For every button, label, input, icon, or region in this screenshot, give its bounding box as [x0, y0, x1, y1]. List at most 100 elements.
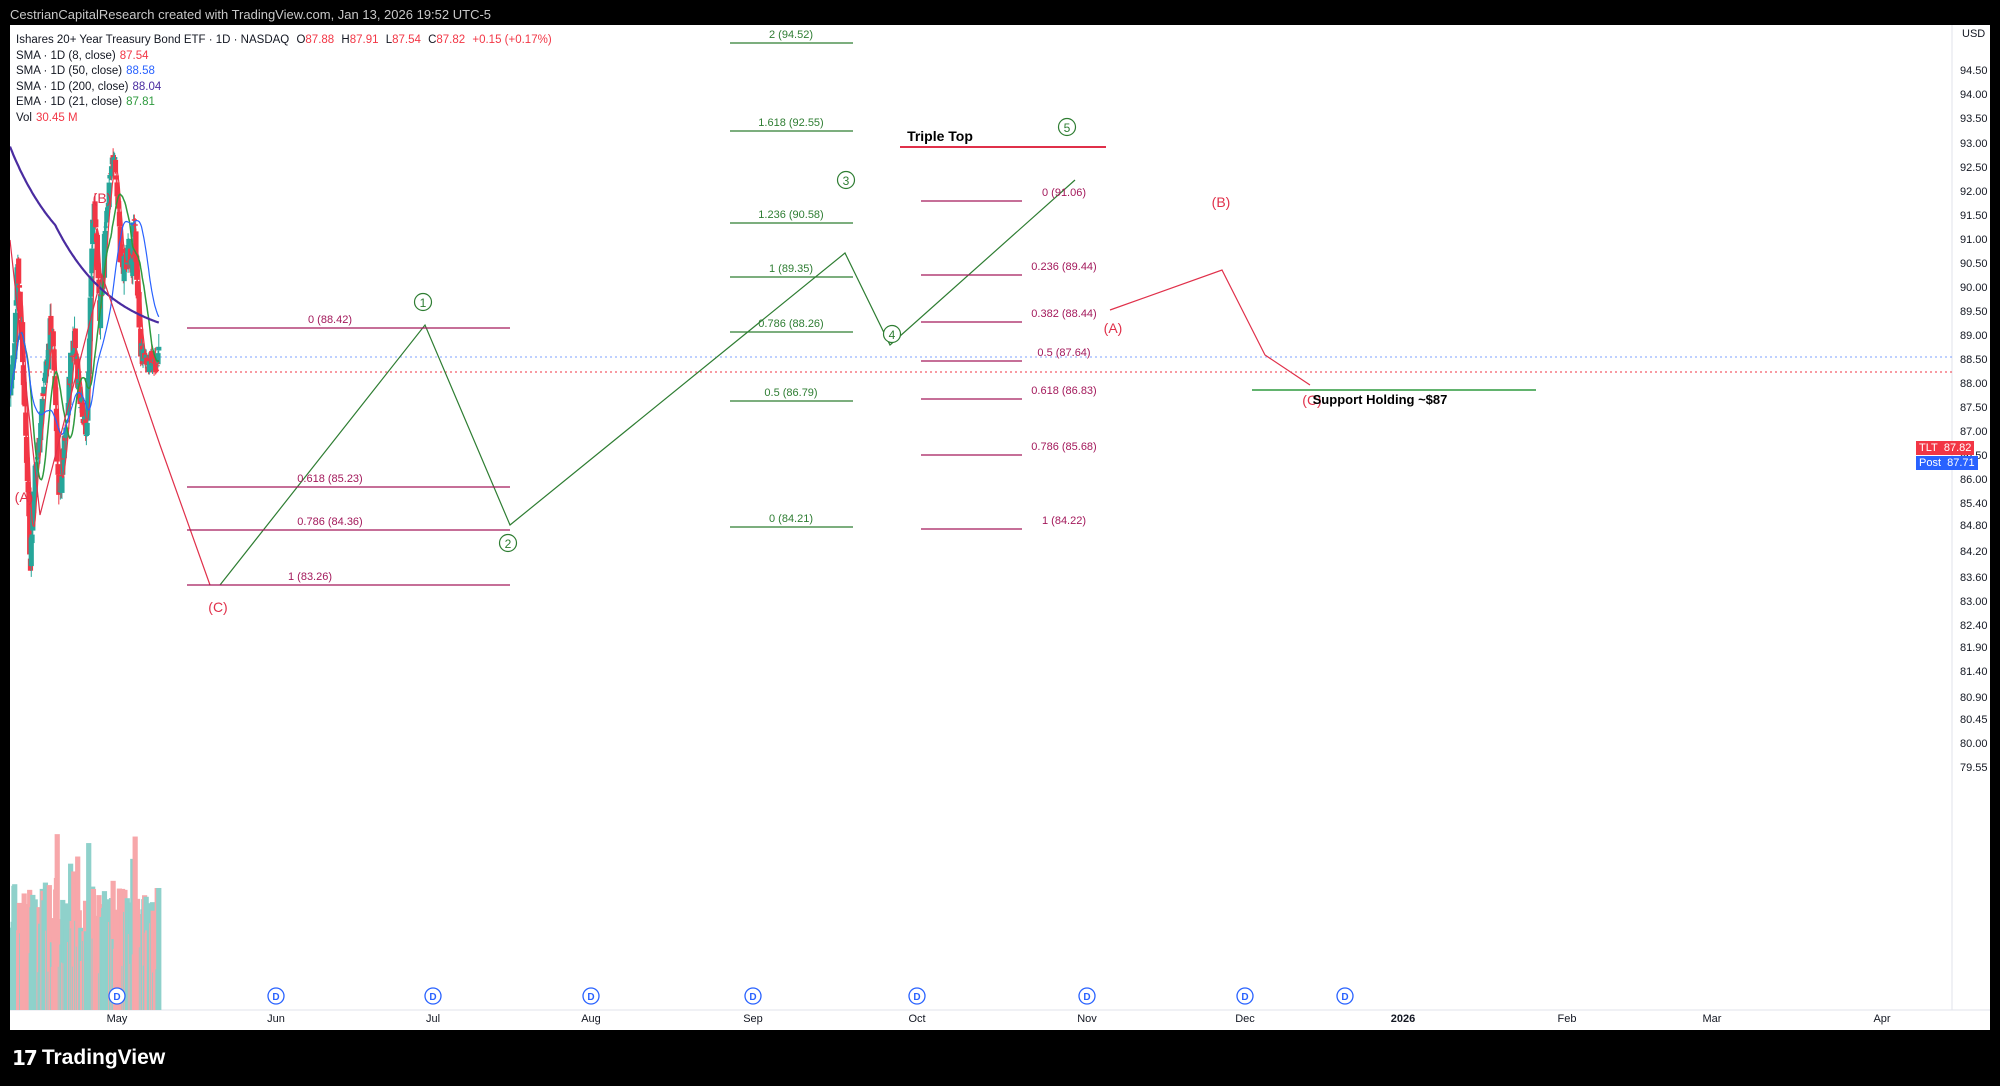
candle-body — [102, 231, 108, 242]
candle-body — [32, 465, 38, 498]
fib-mid-label: 1 (89.35) — [769, 263, 813, 275]
fib-right-label: 0.236 (89.44) — [1031, 261, 1096, 273]
candle-body — [134, 255, 140, 280]
price-tick-label: 79.55 — [1960, 762, 1988, 774]
candle-body — [38, 411, 45, 425]
candle-body — [94, 234, 100, 271]
dividend-marker — [744, 987, 762, 1005]
candle-body — [75, 358, 81, 388]
indicator-row-sma50[interactable]: SMA · 1D (50, close) 88.58 — [16, 64, 552, 80]
tradingview-logo-icon: 17 — [12, 1046, 38, 1070]
price-tick-label: 92.50 — [1960, 162, 1988, 174]
candle-body — [138, 328, 144, 357]
indicator-row-sma200[interactable]: SMA · 1D (200, close) 88.04 — [16, 80, 552, 96]
candle-body — [30, 507, 36, 531]
candle-body — [26, 487, 32, 517]
candle-body — [27, 512, 33, 555]
candle-body — [41, 386, 47, 394]
candle-body — [124, 262, 130, 265]
price-tick-label: 80.90 — [1960, 692, 1988, 704]
candle-body — [21, 381, 27, 405]
candle-body — [88, 276, 94, 297]
wave-number: 4 — [889, 328, 896, 342]
candle-body — [86, 371, 92, 379]
indicator-row-volume[interactable]: Vol 30.45 M — [16, 111, 552, 127]
time-tick-label: Jul — [426, 1013, 440, 1025]
candle-body — [108, 166, 115, 176]
candle-series — [10, 148, 162, 577]
price-tick-label: 88.50 — [1960, 354, 1988, 366]
candle-body — [16, 258, 22, 284]
fib-left-label: 0 (88.42) — [308, 314, 352, 326]
ticker-symbol: TLT — [1919, 442, 1938, 454]
candle-body — [12, 343, 18, 359]
candle-body — [52, 376, 58, 389]
wave-abc-right — [1109, 269, 1311, 386]
price-tick-label: 94.50 — [1960, 65, 1988, 77]
indicator-value: 88.04 — [132, 80, 162, 93]
candle-body — [23, 437, 30, 463]
dividend-marker-label: D — [587, 992, 594, 1003]
candle-body — [61, 436, 67, 459]
candle-body — [34, 457, 41, 460]
candle-body — [86, 338, 93, 374]
time-tick-label: Aug — [581, 1013, 601, 1025]
candle-body — [77, 386, 83, 405]
legend-title-row: Ishares 20+ Year Treasury Bond ETF · 1D … — [16, 33, 552, 49]
candle-body — [37, 438, 43, 453]
fib-right-label: 0.5 (87.64) — [1037, 347, 1090, 359]
ema21-line — [10, 193, 160, 481]
wave-number: 2 — [505, 537, 512, 551]
candle-body — [42, 372, 49, 383]
tradingview-logo[interactable]: 17 TradingView — [12, 1043, 165, 1073]
price-tick-label: 94.00 — [1960, 89, 1988, 101]
price-tick-label: 89.00 — [1960, 330, 1988, 342]
candle-body — [84, 422, 90, 436]
wave-number: 1 — [420, 296, 427, 310]
dividend-marker-label: D — [429, 992, 436, 1003]
wave-label: (A) — [15, 489, 34, 505]
candle-body — [156, 346, 162, 351]
fib-right-label: 0.382 (88.44) — [1031, 308, 1096, 320]
fib-mid-label: 1.618 (92.55) — [758, 117, 823, 129]
candle-body — [126, 238, 132, 251]
candle-body — [68, 352, 74, 384]
wave-label: (B) — [93, 190, 112, 206]
dividend-marker — [1236, 987, 1254, 1005]
price-tick-label: 83.60 — [1960, 572, 1988, 584]
dividend-marker — [582, 987, 600, 1005]
chart-panel[interactable]: USD 94.50 94.00 93.50 93.00 92.50 92.00 91.50 91… — [10, 25, 1990, 1030]
candle-body — [101, 234, 108, 278]
candle-body — [112, 157, 118, 160]
candle-body — [24, 457, 30, 482]
candle-body — [45, 343, 52, 370]
candle-body — [14, 267, 20, 303]
indicator-row-sma8[interactable]: SMA · 1D (8, close) 87.54 — [16, 49, 552, 65]
candle-body — [136, 292, 142, 328]
dividend-marker — [1078, 987, 1096, 1005]
chart-legend: Ishares 20+ Year Treasury Bond ETF · 1D … — [16, 33, 552, 126]
wave-number: 3 — [843, 174, 850, 188]
candle-body — [51, 349, 57, 371]
candle-body — [116, 200, 122, 209]
low-label: L — [385, 34, 393, 46]
indicator-row-ema21[interactable]: EMA · 1D (21, close) 87.81 — [16, 95, 552, 111]
price-tick-label: 90.50 — [1960, 258, 1988, 270]
fib-left-label: 0.618 (85.23) — [297, 473, 362, 485]
candle-body — [116, 211, 123, 227]
candle-body — [17, 291, 23, 319]
sma8-line — [10, 165, 160, 527]
wave-number-circle — [836, 170, 856, 190]
candle-body — [130, 222, 137, 237]
price-tick-label: 87.50 — [1960, 402, 1988, 414]
open-value: 87.88 — [305, 34, 335, 46]
candle-body — [93, 219, 99, 228]
time-tick-label: Mar — [1703, 1013, 1722, 1025]
candle-body — [85, 378, 91, 421]
candle-body — [48, 315, 54, 335]
chart-canvas[interactable]: USD 94.50 94.00 93.50 93.00 92.50 92.00 91.50 91… — [10, 25, 1990, 1030]
fib-mid-label: 2 (94.52) — [769, 29, 813, 41]
indicator-name: SMA · 1D (8, close) — [16, 49, 116, 62]
time-tick-label: Jun — [267, 1013, 285, 1025]
time-tick-label: 2026 — [1391, 1013, 1415, 1025]
